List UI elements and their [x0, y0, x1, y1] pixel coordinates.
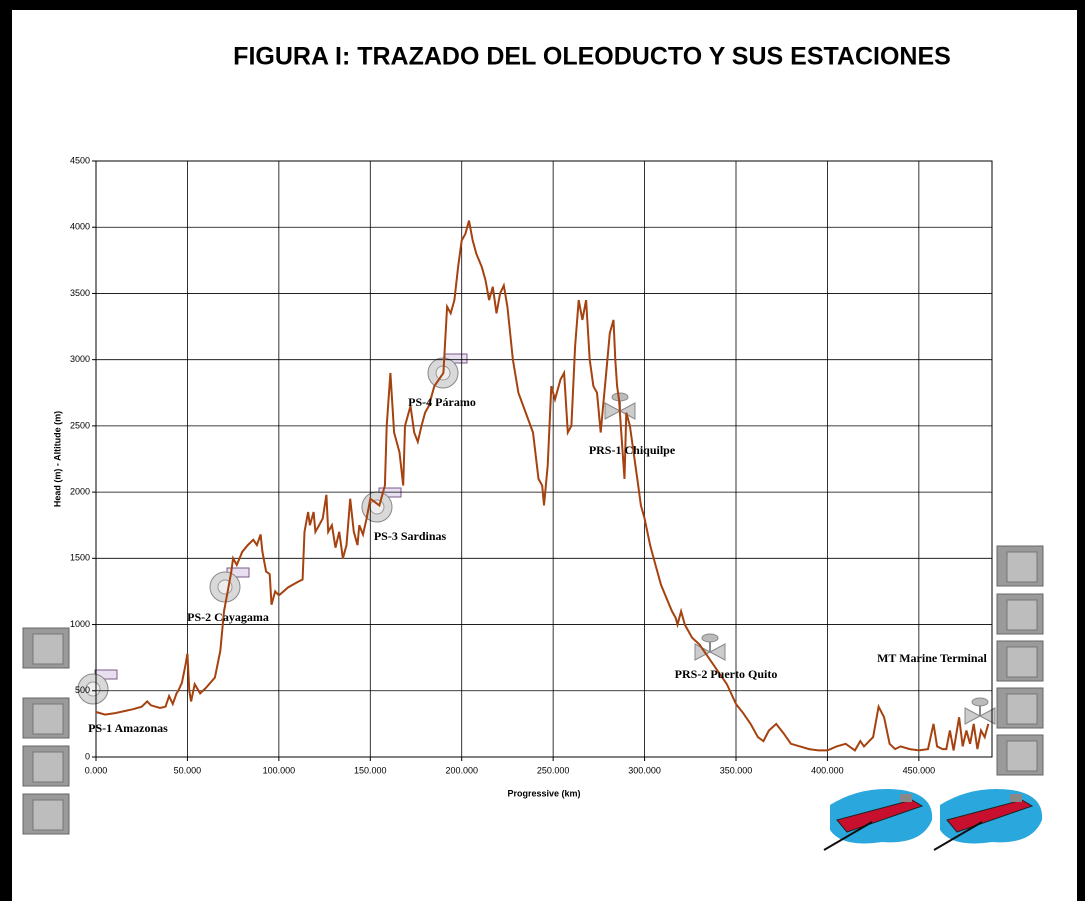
x-tick-label: 350.000 — [720, 765, 753, 775]
y-tick-label: 4500 — [70, 155, 90, 165]
chart: FIGURA I: TRAZADO DEL OLEODUCTO Y SUS ES… — [0, 0, 1085, 901]
ship-bridge — [900, 794, 912, 802]
station-label: PS-4 Páramo — [408, 395, 476, 409]
x-tick-label: 400.000 — [811, 765, 844, 775]
tank-icon-face — [33, 752, 63, 782]
x-tick-label: 250.000 — [537, 765, 570, 775]
x-axis-title: Progressive (km) — [507, 788, 580, 798]
frame-top — [0, 0, 1085, 10]
x-tick-label: 100.000 — [263, 765, 296, 775]
tank-icon-face — [1007, 741, 1037, 771]
y-tick-label: 1000 — [70, 619, 90, 629]
y-tick-label: 3000 — [70, 354, 90, 364]
station-label: PRS-1 Chiquilpe — [589, 443, 676, 457]
station-label: PS-1 Amazonas — [88, 721, 168, 735]
tank-icon-face — [1007, 552, 1037, 582]
y-tick-label: 3500 — [70, 288, 90, 298]
y-tick-label: 0 — [85, 751, 90, 761]
tank-icon-face — [1007, 694, 1037, 724]
chart-title: FIGURA I: TRAZADO DEL OLEODUCTO Y SUS ES… — [233, 43, 951, 71]
frame-left — [0, 0, 12, 901]
valve-handle — [702, 634, 718, 642]
tank-icon-face — [33, 800, 63, 830]
x-tick-label: 200.000 — [445, 765, 478, 775]
station-label: PS-3 Sardinas — [374, 529, 447, 543]
x-tick-label: 150.000 — [354, 765, 387, 775]
y-tick-label: 1500 — [70, 553, 90, 563]
decorations — [23, 354, 1043, 850]
ship-bridge — [1010, 794, 1022, 802]
y-tick-label: 2500 — [70, 420, 90, 430]
station-label: PS-2 Cayagama — [187, 610, 269, 624]
pump-icon-center — [370, 500, 384, 514]
frame-right — [1077, 0, 1085, 901]
plot-border — [96, 161, 992, 757]
y-tick-label: 2000 — [70, 486, 90, 496]
x-tick-label: 50.000 — [174, 765, 202, 775]
y-tick-label: 500 — [75, 685, 90, 695]
profile-line — [96, 221, 988, 751]
valve-handle — [972, 698, 988, 706]
x-tick-label: 450.000 — [903, 765, 936, 775]
y-tick-label: 4000 — [70, 222, 90, 232]
station-label: PRS-2 Puerto Quito — [675, 667, 778, 681]
tank-icon-face — [33, 634, 63, 664]
station-label: MT Marine Terminal — [877, 651, 987, 665]
tank-icon-face — [33, 704, 63, 734]
x-tick-label: 0.000 — [85, 765, 108, 775]
page: {"chart_data": {"type": "line", "title":… — [0, 0, 1085, 901]
x-tick-label: 300.000 — [628, 765, 661, 775]
y-axis-title: Head (m) - Altitude (m) — [52, 411, 62, 507]
tank-icon-face — [1007, 647, 1037, 677]
tank-icon-face — [1007, 600, 1037, 630]
